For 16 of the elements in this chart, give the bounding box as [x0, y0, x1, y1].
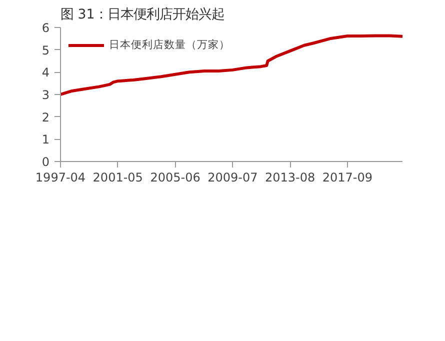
y-tick-label: 5 — [42, 43, 50, 58]
line-series — [60, 34, 402, 96]
x-tick-label: 2005-06 — [150, 170, 200, 184]
legend-label: 日本便利店数量（万家） — [109, 38, 230, 52]
y-tick-label: 4 — [42, 66, 50, 80]
chart-title: 图 31：日本便利店开始兴起 — [60, 6, 225, 22]
x-tick-label: 2017-09 — [322, 170, 373, 184]
y-tick-label: 2 — [42, 110, 50, 124]
x-tick-label: 2001-05 — [92, 170, 143, 184]
x-tick-label: 2009-07 — [208, 170, 258, 184]
y-tick-label: 0 — [42, 155, 50, 169]
y-tick-label: 6 — [42, 21, 50, 35]
x-tick-label: 1997-04 — [35, 170, 86, 184]
y-tick-label: 1 — [42, 132, 50, 147]
x-tick-label: 2013-08 — [264, 170, 316, 184]
y-tick-label: 3 — [42, 88, 50, 102]
